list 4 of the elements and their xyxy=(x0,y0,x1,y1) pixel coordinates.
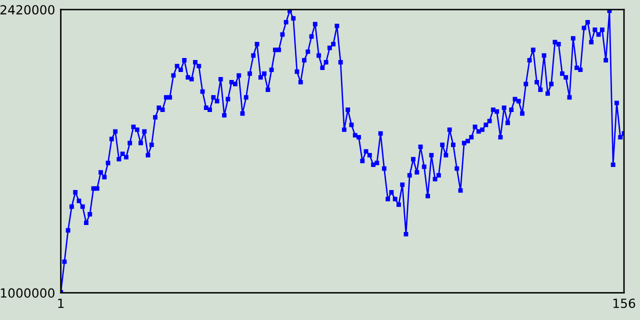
x-tick-label: 156 xyxy=(613,298,636,308)
x-tick-label: 1 xyxy=(58,298,64,308)
y-tick-label: 1000000 xyxy=(0,288,54,298)
y-tick-label: 2420000 xyxy=(0,5,54,15)
